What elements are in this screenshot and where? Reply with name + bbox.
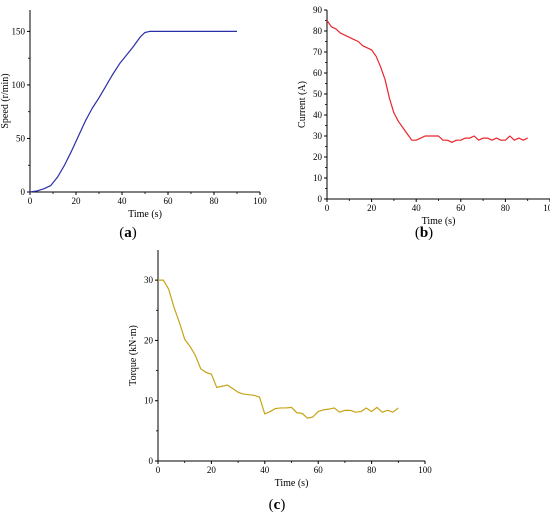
y-tick-label: 20 bbox=[144, 335, 154, 345]
x-tick-label: 40 bbox=[412, 203, 422, 213]
y-tick-label: 70 bbox=[313, 47, 323, 57]
x-tick-label: 80 bbox=[501, 203, 511, 213]
y-tick-label: 30 bbox=[144, 275, 154, 285]
x-tick-label: 0 bbox=[156, 465, 161, 475]
x-tick-label: 20 bbox=[72, 196, 82, 206]
y-axis-label: Current (A) bbox=[297, 81, 308, 128]
panel-label: (b) bbox=[415, 225, 433, 241]
x-tick-label: 20 bbox=[207, 465, 217, 475]
panel-label: (a) bbox=[119, 225, 137, 241]
y-tick-label: 20 bbox=[313, 152, 323, 162]
y-tick-label: 0 bbox=[21, 187, 26, 197]
x-tick-label: 100 bbox=[543, 203, 550, 213]
x-tick-label: 20 bbox=[367, 203, 377, 213]
chart-panel-a: 0 20 40 60 80 100 0 50 100 150 Time (s) Speed (r/mi… bbox=[0, 10, 267, 241]
x-tick-label: 60 bbox=[314, 465, 324, 475]
y-tick-label: 60 bbox=[313, 68, 323, 78]
x-tick-label: 100 bbox=[418, 465, 432, 475]
y-axis-label: Speed (r/min) bbox=[0, 73, 11, 128]
x-axis-label: Time (s) bbox=[275, 478, 309, 489]
chart-panel-c: 0 20 40 60 80 100 0 10 20 30 Time (s) Torque (kN·m)… bbox=[128, 250, 432, 513]
series-line bbox=[326, 20, 528, 143]
y-tick-label: 50 bbox=[313, 89, 323, 99]
x-tick-label: 100 bbox=[253, 196, 267, 206]
y-tick-label: 10 bbox=[144, 396, 154, 406]
y-tick-label: 100 bbox=[12, 80, 26, 90]
x-tick-label: 60 bbox=[456, 203, 466, 213]
series-line bbox=[158, 279, 399, 419]
y-tick-label: 150 bbox=[12, 26, 26, 36]
series-line bbox=[29, 30, 237, 193]
y-tick-label: 30 bbox=[313, 131, 323, 141]
y-tick-label: 0 bbox=[318, 194, 323, 204]
y-tick-label: 10 bbox=[313, 173, 323, 183]
x-tick-label: 40 bbox=[118, 196, 128, 206]
x-tick-label: 80 bbox=[210, 196, 220, 206]
x-tick-label: 40 bbox=[260, 465, 270, 475]
chart-panel-b: 0 20 40 60 80 100 0 10 20 30 40 50 60 70 80 90 Time (s) C… bbox=[297, 5, 550, 241]
x-tick-label: 80 bbox=[367, 465, 377, 475]
y-tick-label: 90 bbox=[313, 5, 323, 15]
y-tick-label: 50 bbox=[16, 133, 26, 143]
x-axis-label: Time (s) bbox=[128, 209, 162, 220]
x-tick-label: 0 bbox=[28, 196, 33, 206]
x-axis-label: Time (s) bbox=[422, 216, 456, 227]
x-tick-label: 60 bbox=[164, 196, 174, 206]
y-axis-label: Torque (kN·m) bbox=[128, 325, 139, 386]
y-tick-label: 80 bbox=[313, 26, 323, 36]
y-tick-label: 0 bbox=[149, 456, 154, 466]
panel-label: (c) bbox=[269, 497, 286, 513]
x-tick-label: 0 bbox=[325, 203, 330, 213]
y-tick-label: 40 bbox=[313, 110, 323, 120]
